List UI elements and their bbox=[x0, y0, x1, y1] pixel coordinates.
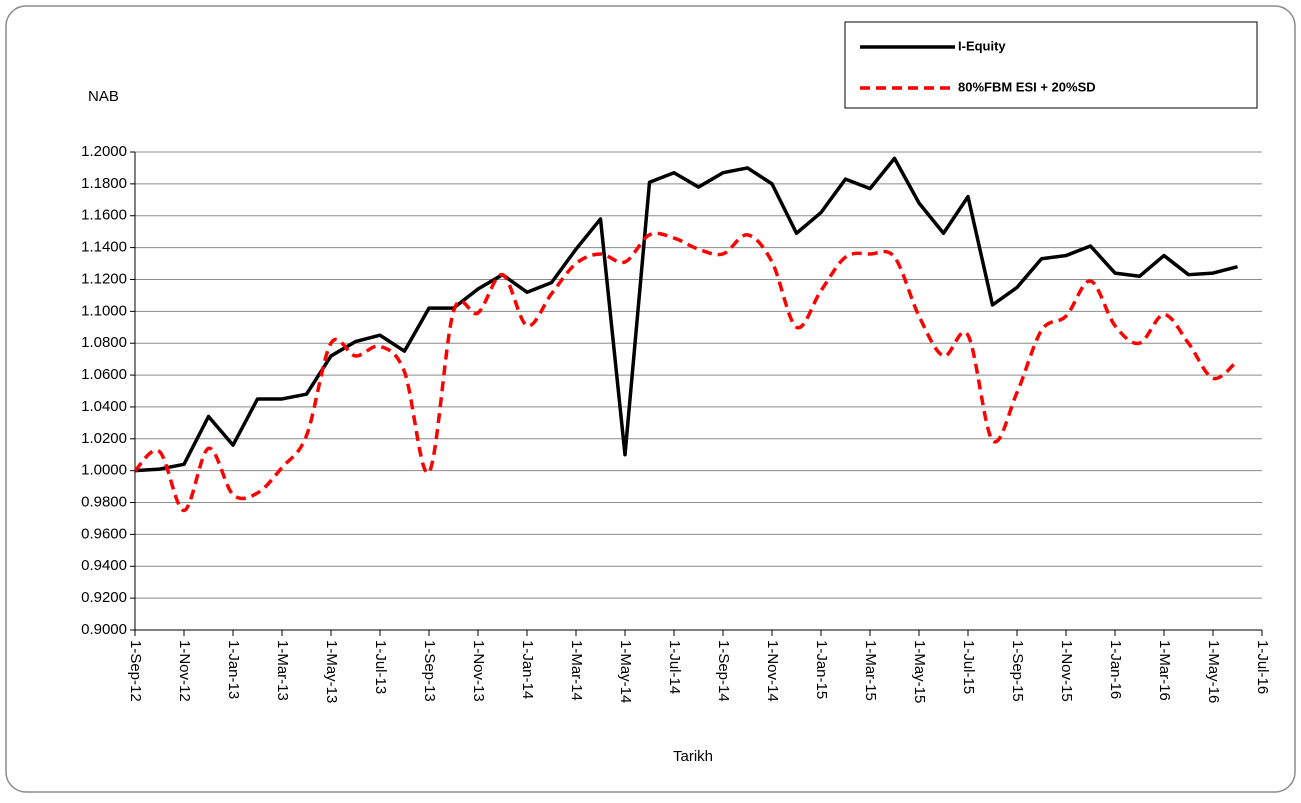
x-tick-label: 1-Nov-15 bbox=[1058, 640, 1075, 702]
x-tick-label: 1-Jul-14 bbox=[666, 640, 683, 694]
x-tick-label: 1-Jan-15 bbox=[813, 640, 830, 699]
legend-label: 80%FBM ESI + 20%SD bbox=[958, 79, 1096, 94]
y-tick-label: 1.0800 bbox=[81, 334, 127, 351]
y-tick-label: 1.1000 bbox=[81, 302, 127, 319]
x-axis-label: Tarikh bbox=[673, 748, 713, 765]
x-tick-label: 1-Jul-16 bbox=[1254, 640, 1271, 694]
chart-frame bbox=[5, 5, 1296, 793]
series-line bbox=[134, 156, 1238, 473]
y-tick-label: 1.0600 bbox=[81, 366, 127, 383]
x-tick-label: 1-Jan-14 bbox=[519, 640, 536, 699]
x-tick-label: 1-Nov-14 bbox=[764, 640, 781, 702]
x-tick-label: 1-Mar-16 bbox=[1156, 640, 1173, 701]
y-tick-label: 0.9800 bbox=[81, 494, 127, 511]
x-tick-label: 1-Sep-15 bbox=[1009, 640, 1026, 702]
legend-label: I-Equity bbox=[958, 38, 1006, 53]
series-line bbox=[133, 231, 1239, 513]
x-tick-label: 1-Mar-13 bbox=[274, 640, 291, 701]
y-tick-label: 0.9600 bbox=[81, 525, 127, 542]
x-tick-label: 1-May-15 bbox=[911, 640, 928, 703]
x-tick-label: 1-Jul-13 bbox=[372, 640, 389, 694]
y-tick-label: 0.9200 bbox=[81, 589, 127, 606]
y-tick-label: 1.0200 bbox=[81, 430, 127, 447]
x-tick-label: 1-Mar-15 bbox=[862, 640, 879, 701]
x-tick-label: 1-Sep-14 bbox=[715, 640, 732, 702]
x-tick-label: 1-Nov-12 bbox=[176, 640, 193, 702]
x-tick-label: 1-Jul-15 bbox=[960, 640, 977, 694]
x-tick-label: 1-May-13 bbox=[323, 640, 340, 703]
y-tick-label: 1.1200 bbox=[81, 270, 127, 287]
y-tick-label: 1.2000 bbox=[81, 143, 127, 160]
x-tick-label: 1-Nov-13 bbox=[470, 640, 487, 702]
x-tick-label: 1-Jan-16 bbox=[1107, 640, 1124, 699]
x-tick-label: 1-Mar-14 bbox=[568, 640, 585, 701]
x-tick-label: 1-Sep-12 bbox=[127, 640, 144, 702]
x-tick-label: 1-May-14 bbox=[617, 640, 634, 703]
x-tick-label: 1-Jan-13 bbox=[225, 640, 242, 699]
y-tick-label: 0.9400 bbox=[81, 557, 127, 574]
x-tick-label: 1-May-16 bbox=[1205, 640, 1222, 703]
y-tick-label: 1.1800 bbox=[81, 175, 127, 192]
y-tick-label: 1.1600 bbox=[81, 207, 127, 224]
x-tick-label: 1-Sep-13 bbox=[421, 640, 438, 702]
y-axis-label: NAB bbox=[88, 88, 119, 105]
y-tick-label: 0.9000 bbox=[81, 621, 127, 638]
y-tick-label: 1.1400 bbox=[81, 239, 127, 256]
y-tick-label: 1.0400 bbox=[81, 398, 127, 415]
legend-box bbox=[844, 21, 1258, 109]
y-tick-label: 1.0000 bbox=[81, 462, 127, 479]
